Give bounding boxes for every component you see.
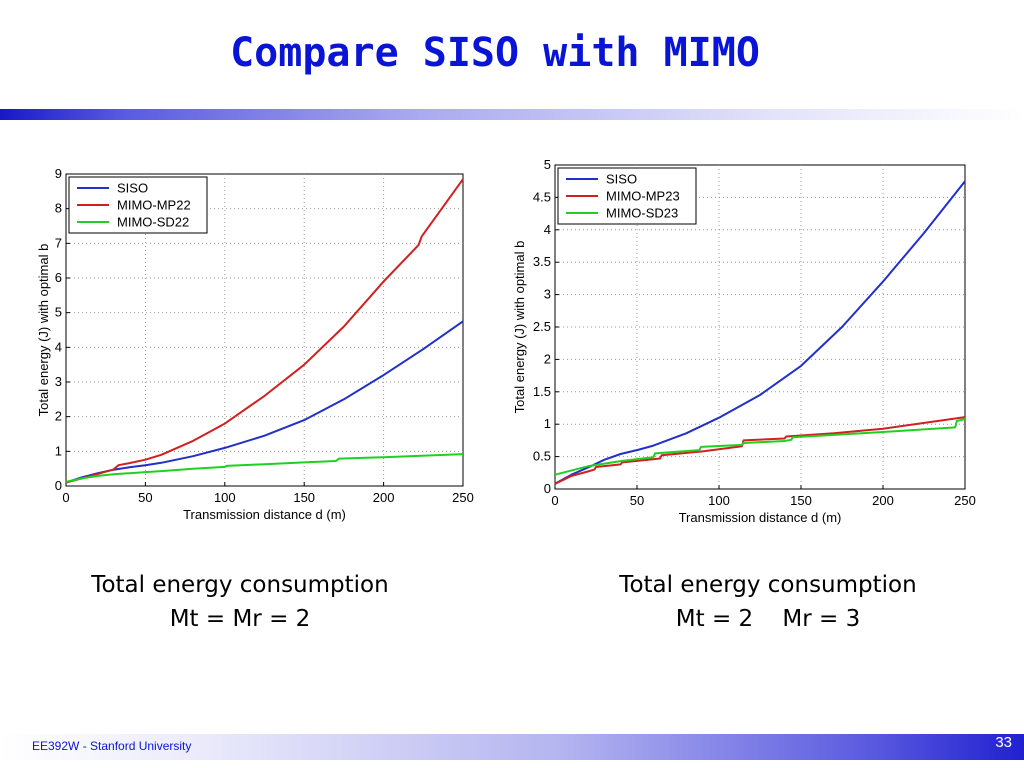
chart-right: 0 50 100 150 200 250 0 0.5 1 1.5 2 2.5 3 3.5 4 4.5 5 Tran… [512, 152, 980, 532]
chart1-x-tick-label: 200 [872, 493, 894, 508]
chart0-legend-label: SISO [117, 181, 148, 196]
chart1-y-axis-label: Total energy (J) with optimal b [512, 241, 527, 414]
chart0-y-axis-label: Total energy (J) with optimal b [38, 244, 51, 417]
caption-right-line1: Total energy consumption [619, 572, 917, 598]
chart-right-svg: 0 50 100 150 200 250 0 0.5 1 1.5 2 2.5 3 3.5 4 4.5 5 Tran… [512, 157, 976, 525]
chart1-series-mimo-mp23-line [554, 416, 966, 485]
chart0-y-tick-label: 9 [55, 166, 62, 181]
caption-right-line2a: Mt = 2 [675, 606, 754, 632]
title-underline-bar [0, 109, 1024, 120]
chart1-y-tick-label: 4 [544, 222, 551, 237]
chart0-y-tick-label: 6 [55, 270, 62, 285]
chart0-x-tick-label: 250 [452, 490, 474, 505]
chart0-x-tick-label: 200 [373, 490, 395, 505]
chart1-x-tick-label: 250 [954, 493, 976, 508]
chart0-legend-label: MIMO-MP22 [117, 198, 191, 213]
chart1-y-tick-label: 0 [544, 481, 551, 496]
slide-title: Compare SISO with MIMO [230, 30, 760, 76]
footer-bar [0, 734, 1024, 760]
chart1-x-tick-label: 150 [790, 493, 812, 508]
chart0-x-tick-label: 150 [293, 490, 315, 505]
chart1-x-tick-label: 100 [708, 493, 730, 508]
chart0-y-tick-label: 0 [55, 478, 62, 493]
chart1-y-tick-label: 0.5 [533, 449, 551, 464]
chart1-y-tick-label: 3.5 [533, 254, 551, 269]
chart1-legend-label: MIMO-SD23 [606, 206, 678, 221]
chart0-x-tick-label: 0 [62, 490, 69, 505]
chart1-y-tick-label: 4.5 [533, 189, 551, 204]
chart1-y-tick-label: 1.5 [533, 384, 551, 399]
footer-text: EE392W - Stanford University [32, 739, 192, 753]
chart1-y-tick-label: 5 [544, 157, 551, 172]
chart0-y-tick-label: 3 [55, 374, 62, 389]
chart0-legend-label: MIMO-SD22 [117, 215, 189, 230]
caption-left-line2: Mt = Mr = 2 [169, 606, 311, 632]
chart0-y-tick-label: 5 [55, 305, 62, 320]
chart1-x-tick-label: 50 [630, 493, 644, 508]
chart0-y-tick-label: 8 [55, 201, 62, 216]
chart-left: 0 50 100 150 200 250 0 1 2 3 4 5 6 7 8 9 Transmission di… [36, 160, 478, 532]
chart0-x-axis-label: Transmission distance d (m) [183, 507, 346, 522]
chart0-y-tick-label: 1 [55, 443, 62, 458]
chart0-x-tick-label: 100 [214, 490, 236, 505]
chart1-legend-label: SISO [606, 172, 637, 187]
chart1-y-tick-label: 3 [544, 287, 551, 302]
caption-left-line1: Total energy consumption [91, 572, 389, 598]
chart0-y-tick-label: 4 [55, 339, 62, 354]
chart0-x-tick-label: 50 [138, 490, 152, 505]
chart0-legend [68, 176, 208, 234]
caption-right-line2b: Mr = 3 [782, 606, 861, 632]
page-number: 33 [995, 734, 1012, 751]
chart0-series-mimo-mp22-line [65, 178, 464, 484]
caption-right: Total energy consumption Mt = 2 Mr = 3 [568, 568, 968, 636]
chart0-y-tick-label: 2 [55, 409, 62, 424]
chart0-series-mimo-sd22-line [65, 453, 464, 483]
chart1-y-tick-label: 1 [544, 416, 551, 431]
chart1-x-axis-label: Transmission distance d (m) [679, 510, 842, 525]
chart1-series-mimo-sd23-line [554, 418, 966, 476]
chart1-y-tick-label: 2 [544, 351, 551, 366]
chart1-x-tick-label: 0 [551, 493, 558, 508]
chart1-y-tick-label: 2.5 [533, 319, 551, 334]
chart-left-svg: 0 50 100 150 200 250 0 1 2 3 4 5 6 7 8 9 Transmission di… [36, 166, 474, 522]
chart1-legend-label: MIMO-MP23 [606, 189, 680, 204]
caption-left: Total energy consumption Mt = Mr = 2 [40, 568, 440, 636]
chart0-y-tick-label: 7 [55, 235, 62, 250]
